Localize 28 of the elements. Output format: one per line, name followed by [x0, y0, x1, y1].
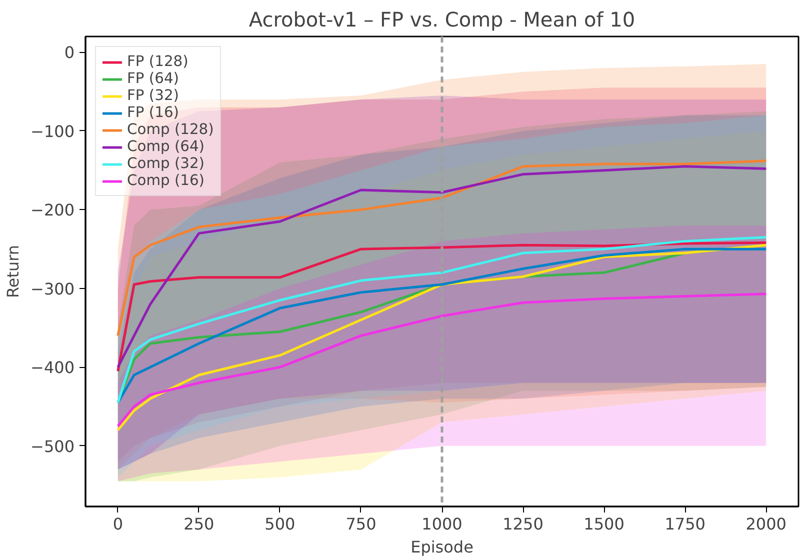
- legend-label: FP (32): [127, 87, 180, 104]
- x-tick-label: 250: [184, 514, 214, 534]
- y-axis-title: Return: [4, 244, 23, 298]
- x-axis-title: Episode: [410, 538, 474, 556]
- x-tick-label: 2000: [746, 514, 786, 534]
- y-tick-label: 0: [64, 43, 75, 62]
- y-tick-label: −300: [30, 279, 75, 298]
- x-tick-label: 1500: [584, 514, 624, 534]
- y-tick-label: −200: [30, 200, 75, 220]
- legend-label: Comp (64): [127, 138, 205, 155]
- y-tick-label: −100: [30, 122, 75, 141]
- x-tick-label: 750: [346, 514, 376, 534]
- legend-label: FP (16): [127, 104, 180, 121]
- legend-label: Comp (32): [127, 155, 205, 172]
- x-tick-label: 1250: [502, 514, 544, 534]
- legend-label: Comp (128): [127, 121, 214, 138]
- x-tick-label: 0: [112, 514, 124, 534]
- x-tick-label: 1750: [664, 514, 706, 534]
- x-tick-label: 1000: [422, 514, 462, 534]
- y-tick-label: −400: [30, 358, 75, 378]
- legend-label: FP (128): [127, 53, 188, 70]
- x-tick-label: 500: [264, 514, 296, 534]
- legend-label: Comp (16): [127, 172, 205, 189]
- line-series: [116, 292, 768, 428]
- legend-label: FP (64): [127, 70, 180, 87]
- chart-title: Acrobot-v1 – FP vs. Comp - Mean of 10: [248, 8, 636, 32]
- line-series: [116, 242, 768, 372]
- y-tick-label: −500: [30, 436, 75, 456]
